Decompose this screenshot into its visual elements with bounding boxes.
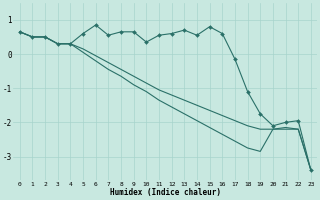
- X-axis label: Humidex (Indice chaleur): Humidex (Indice chaleur): [110, 188, 221, 197]
